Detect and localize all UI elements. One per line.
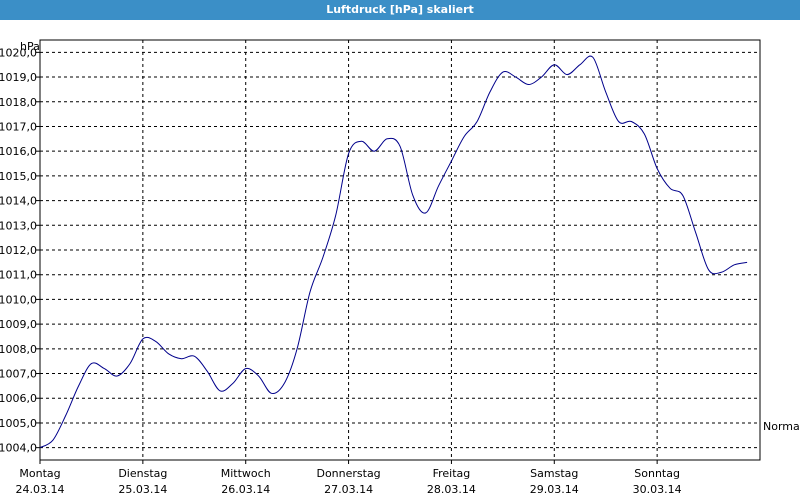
x-tick-label-day: Mittwoch — [221, 467, 271, 480]
y-tick-label: 1015,0 — [0, 170, 37, 183]
x-tick-label-date: 30.03.14 — [633, 483, 682, 496]
y-tick-label: 1019,0 — [0, 71, 37, 84]
x-tick-label-date: 29.03.14 — [530, 483, 579, 496]
series-label-normal: Normal — [763, 420, 800, 433]
y-tick-label: 1013,0 — [0, 219, 37, 232]
y-tick-label: 1010,0 — [0, 293, 37, 306]
x-axis-ticks: Montag 24.03.14 Dienstag 25.03.14 Mittwoch 26… — [16, 460, 682, 496]
y-tick-label: 1006,0 — [0, 392, 37, 405]
x-tick-label-date: 26.03.14 — [221, 483, 270, 496]
x-tick-label-day: Sonntag — [634, 467, 680, 480]
y-tick-label: 1011,0 — [0, 269, 37, 282]
x-tick-label-day: Donnerstag — [316, 467, 380, 480]
y-tick-label: 1007,0 — [0, 368, 37, 381]
y-tick-label: 1014,0 — [0, 195, 37, 208]
series-line-normal — [39, 55, 748, 449]
y-axis-ticks: 1020,0 1019,0 1018,0 1017,0 1016,0 1015,0 1014… — [0, 46, 40, 455]
grid-lines — [40, 40, 760, 460]
x-tick-label-date: 27.03.14 — [324, 483, 373, 496]
y-tick-label: 1018,0 — [0, 96, 37, 109]
y-tick-label: 1017,0 — [0, 120, 37, 133]
x-tick-label-day: Montag — [19, 467, 60, 480]
y-tick-label: 1004,0 — [0, 442, 37, 455]
y-tick-label: 1020,0 — [0, 46, 37, 59]
y-axis-label: hPa — [20, 40, 40, 53]
window-title: Luftdruck [hPa] skaliert — [0, 0, 800, 20]
y-tick-label: 1012,0 — [0, 244, 37, 257]
y-tick-label: 1008,0 — [0, 343, 37, 356]
x-tick-label-day: Samstag — [530, 467, 578, 480]
y-tick-label: 1005,0 — [0, 417, 37, 430]
pressure-chart: 1020,0 1019,0 1018,0 1017,0 1016,0 1015,0 1014… — [0, 39, 800, 496]
x-tick-label-date: 25.03.14 — [118, 483, 167, 496]
x-tick-label-day: Freitag — [433, 467, 471, 480]
x-tick-label-date: 28.03.14 — [427, 483, 476, 496]
x-tick-label-day: Dienstag — [118, 467, 167, 480]
y-tick-label: 1009,0 — [0, 318, 37, 331]
y-tick-label: 1016,0 — [0, 145, 37, 158]
x-tick-label-date: 24.03.14 — [16, 483, 65, 496]
